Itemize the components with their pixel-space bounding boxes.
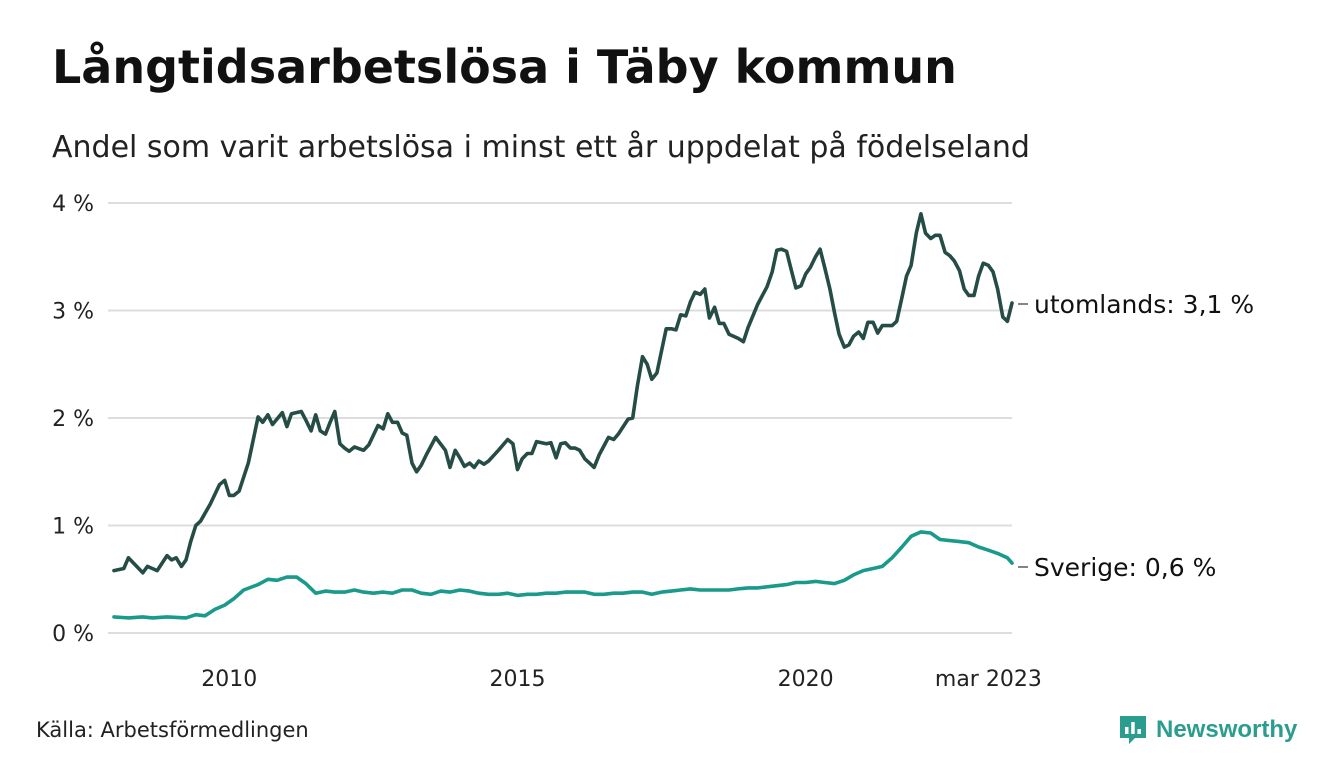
x-tick-label: 2010	[201, 667, 257, 692]
series-line-sverige	[112, 530, 1014, 620]
y-tick-label: 4 %	[52, 192, 94, 217]
series-layer	[112, 212, 1014, 620]
y-tick-label: 1 %	[52, 515, 94, 540]
y-tick-label: 3 %	[52, 300, 94, 325]
series-line-utomlands	[112, 212, 1014, 575]
series-labels: utomlands: 3,1 % Sverige: 0,6 %	[1018, 290, 1254, 582]
x-tick-label: mar 2023	[935, 667, 1042, 692]
x-tick-label: 2015	[489, 667, 545, 692]
page-title: Långtidsarbetslösa i Täby kommun	[52, 40, 957, 94]
series-end-label-utomlands: utomlands: 3,1 %	[1034, 290, 1254, 319]
page-subtitle: Andel som varit arbetslösa i minst ett å…	[52, 130, 1030, 165]
logo-text: Newsworthy	[1156, 716, 1298, 743]
y-axis: 0 % 1 % 2 % 3 % 4 %	[52, 192, 94, 647]
x-tick-label: 2020	[778, 667, 834, 692]
x-axis: 2010 2015 2020 mar 2023	[201, 667, 1042, 692]
y-tick-label: 2 %	[52, 407, 94, 432]
newsworthy-logo-icon	[1120, 716, 1146, 744]
newsworthy-logo: Newsworthy	[1118, 714, 1297, 746]
y-tick-label: 0 %	[52, 622, 94, 647]
series-end-label-sverige: Sverige: 0,6 %	[1034, 553, 1216, 582]
line-chart: 0 % 1 % 2 % 3 % 4 % 2010 2015 2020 mar 2023 uto…	[52, 192, 1254, 692]
source-note: Källa: Arbetsförmedlingen	[36, 718, 309, 742]
